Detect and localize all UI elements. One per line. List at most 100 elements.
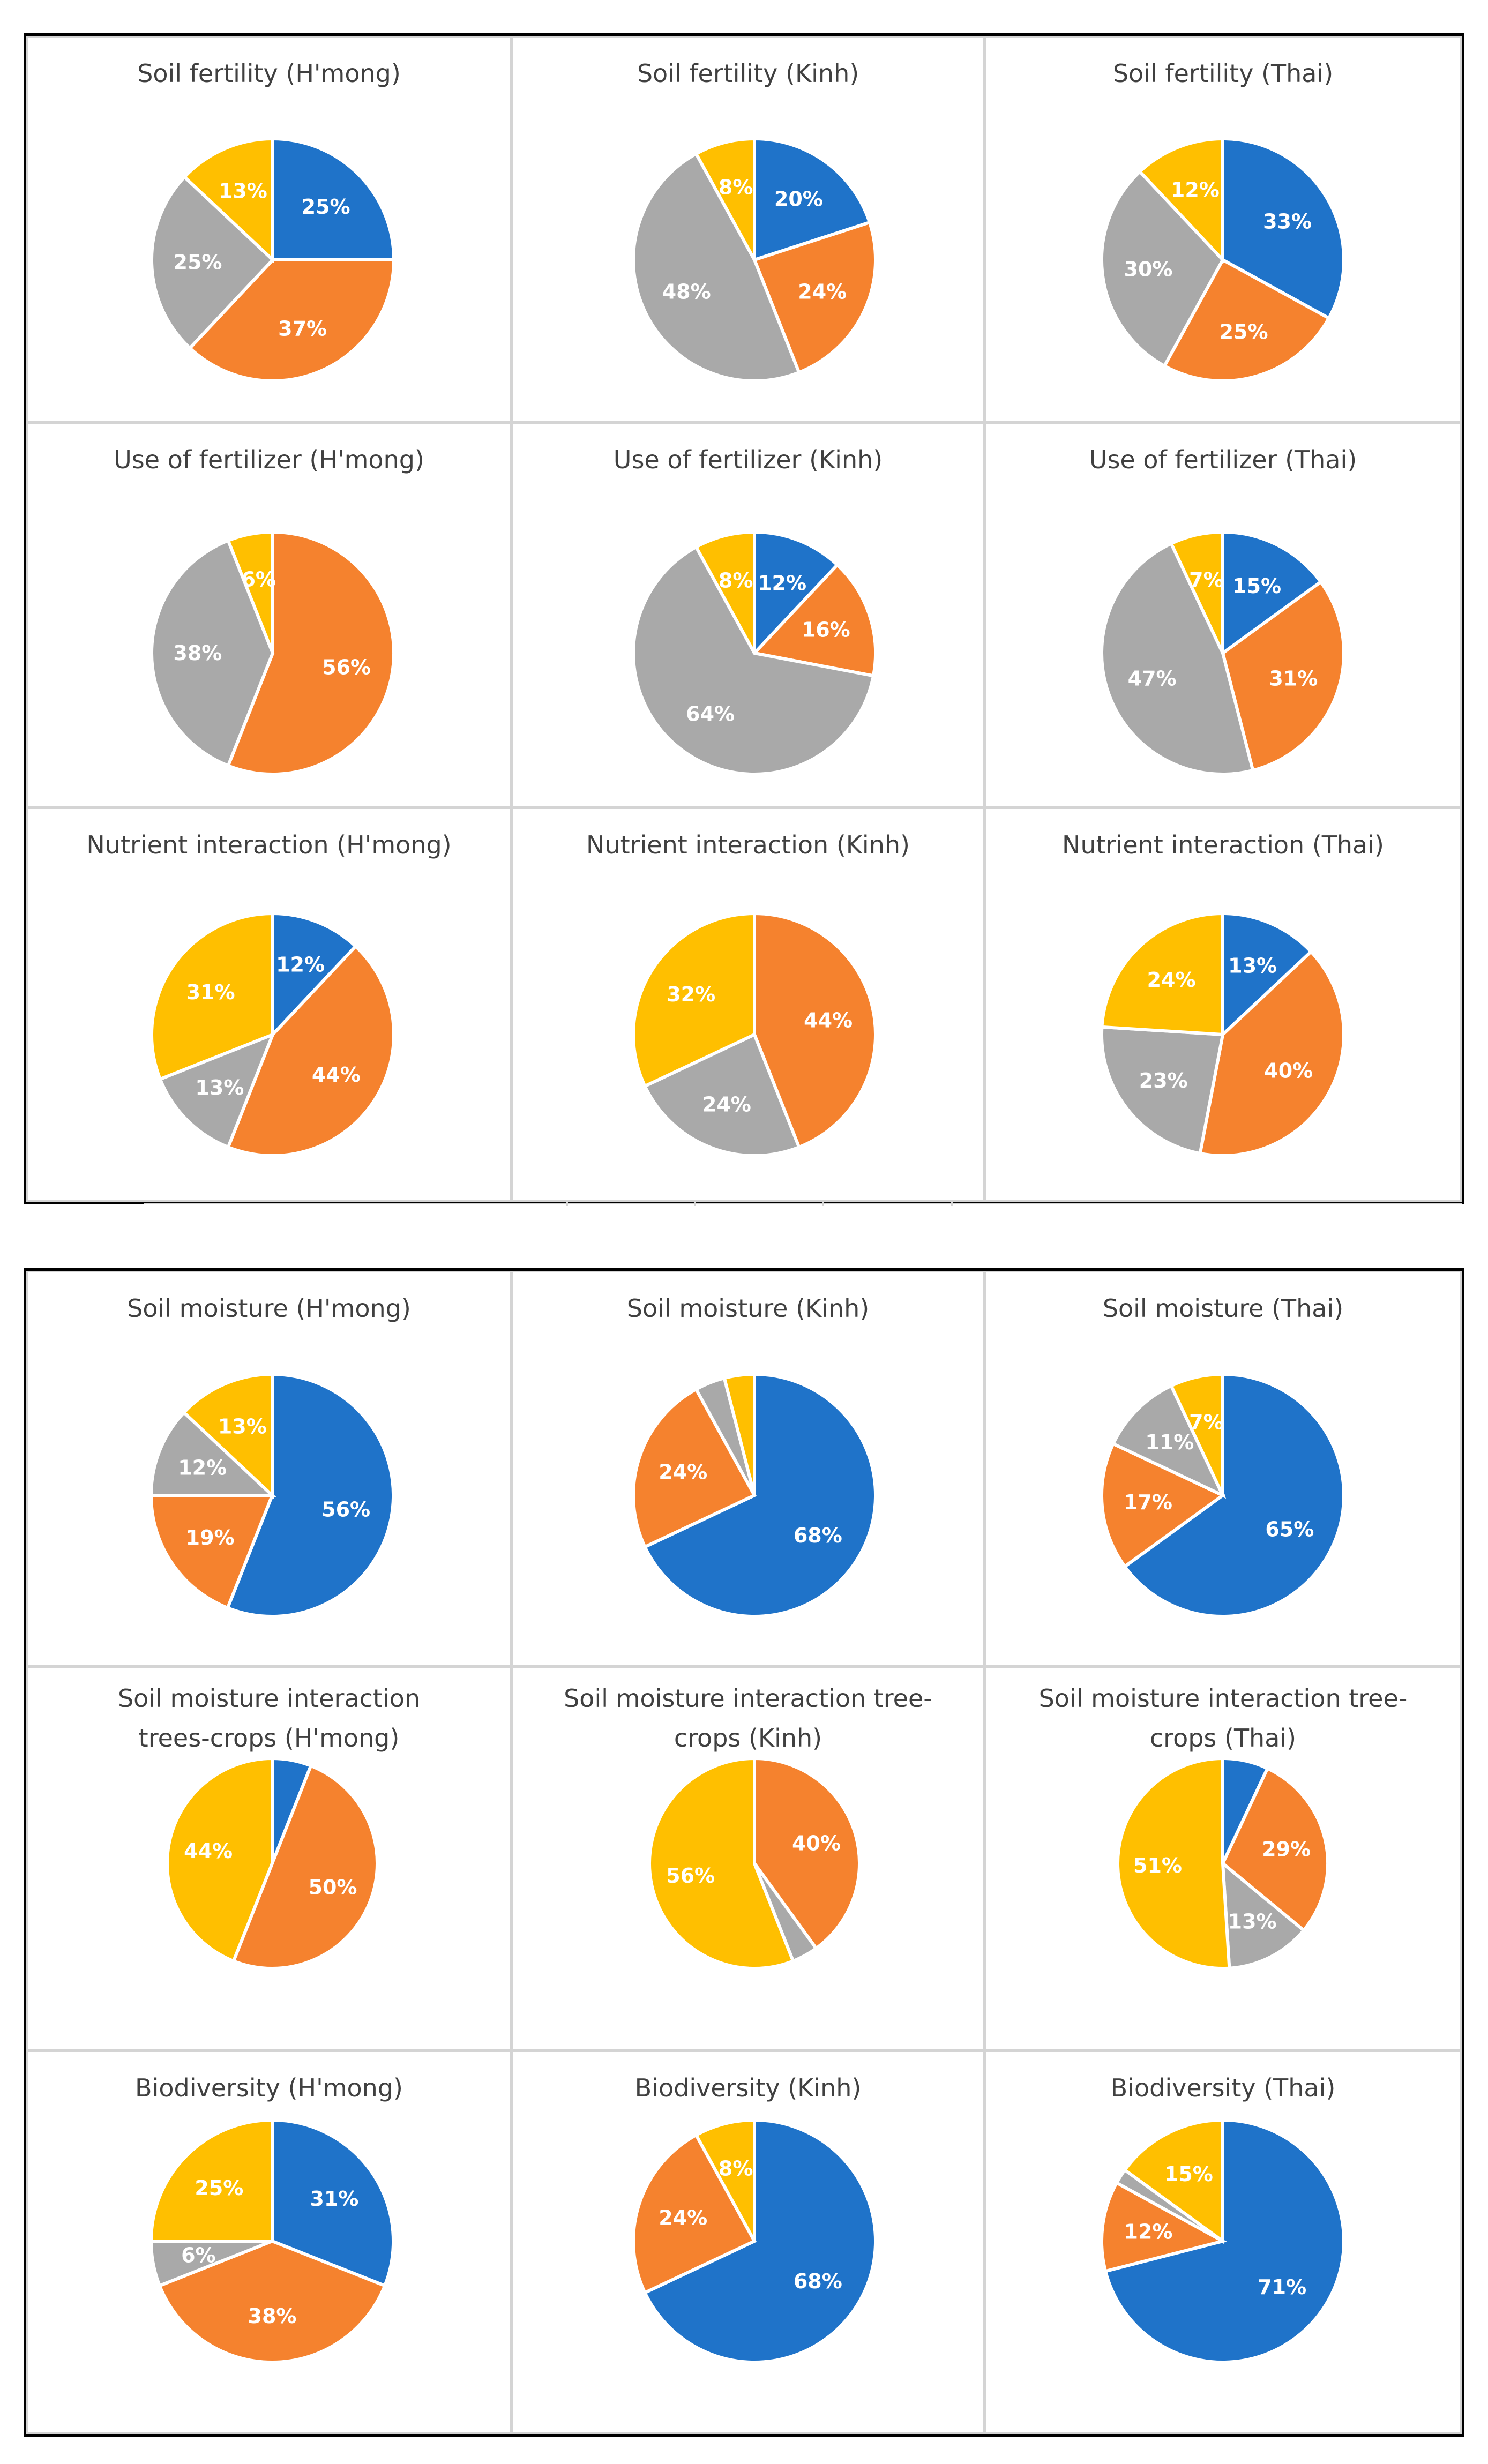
pie-slice-gray xyxy=(1100,169,1225,369)
chart-title: Soil moisture (Kinh) xyxy=(626,1294,870,1323)
pie-data-label: 44% xyxy=(804,1009,853,1032)
pie-slice-gray xyxy=(150,538,275,768)
pie-data-label: 29% xyxy=(1262,1837,1311,1861)
pie-biodiversity-thai: 71% 12% 15% xyxy=(1100,2118,1345,2364)
pie-slice-blue xyxy=(271,137,396,261)
chart-title-line: Soil moisture interaction xyxy=(117,1684,421,1713)
chart-title-line: trees-crops (H'mong) xyxy=(138,1724,400,1752)
pie-data-label: 6% xyxy=(181,2243,216,2267)
chart-title: Soil moisture (H'mong) xyxy=(127,1294,411,1323)
chart-title: Biodiversity (H'mong) xyxy=(135,2073,403,2102)
pie-soil-moisture-interaction-trees-crops-h-mong: 50% 44% xyxy=(166,1756,379,1970)
pie-data-label: 38% xyxy=(248,2304,297,2328)
pie-slice-yellow xyxy=(632,911,756,1089)
chart-title: Soil moisture (Thai) xyxy=(1102,1294,1344,1323)
pie-slice-yellow xyxy=(648,1756,796,1970)
pie-slice-yellow xyxy=(1169,530,1224,654)
pie-slice-gray xyxy=(642,1032,802,1158)
pie-slice-orange xyxy=(632,2132,757,2295)
pie-slice-blue xyxy=(753,530,840,657)
pie-slice-gray xyxy=(158,1031,276,1150)
pie-data-label: 65% xyxy=(1265,1518,1314,1541)
chart-title-line: crops (Kinh) xyxy=(674,1724,822,1752)
pie-soil-fertility-kinh: 20% 24% 48% 8% xyxy=(632,137,877,383)
chart-title: Soil moisture interaction tree-crops (Ki… xyxy=(513,1679,983,1758)
pie-slice-blue xyxy=(1221,530,1324,656)
pie-data-label: 64% xyxy=(686,702,735,725)
pie-slice-blue xyxy=(642,2118,877,2364)
chart-title-line: crops (Thai) xyxy=(1149,1724,1297,1752)
pie-soil-moisture-interaction-tree-crops-thai: 29% 13% 51% xyxy=(1116,1756,1329,1970)
pie-use-of-fertilizer-h-mong: 56% 38% 6% xyxy=(150,530,395,776)
pie-data-label: 32% xyxy=(667,983,715,1006)
pie-data-label: 20% xyxy=(774,188,823,211)
pie-slice-gray xyxy=(1111,1383,1227,1499)
pie-data-label: 7% xyxy=(1189,568,1224,591)
pie-slice-orange xyxy=(751,563,877,678)
pie-data-label: 8% xyxy=(719,175,753,199)
pie-slice-orange xyxy=(1221,1766,1329,1933)
pie-slice-orange xyxy=(632,1387,757,1549)
pie-slice-orange xyxy=(1198,949,1345,1157)
chart-title: Nutrient interaction (Thai) xyxy=(1062,830,1384,859)
pie-slice-yellow xyxy=(226,530,274,654)
pie-slice-orange xyxy=(1162,257,1332,383)
pie-slice-orange xyxy=(753,1756,862,1951)
pie-slice-gray xyxy=(1221,1860,1306,1970)
pie-slice-gray xyxy=(1100,1025,1225,1156)
chart-title-line: Soil moisture interaction tree- xyxy=(1038,1684,1408,1713)
pie-data-label: 31% xyxy=(186,980,235,1004)
chart-title: Soil moisture interaction trees-crops (H'… xyxy=(28,1679,510,1758)
pie-slice-gray xyxy=(150,175,275,350)
pie-data-label: 12% xyxy=(1124,2220,1173,2243)
pie-biodiversity-kinh: 68% 24% 8% xyxy=(632,2118,877,2364)
pie-data-label: 25% xyxy=(173,250,222,274)
pie-data-label: 13% xyxy=(218,1414,267,1438)
pie-data-label: 44% xyxy=(184,1839,233,1863)
pie-slice-orange xyxy=(1100,2181,1228,2273)
pie-data-label: 44% xyxy=(312,1063,361,1087)
pie-slice-blue xyxy=(271,911,358,1039)
spreadsheet-gridline xyxy=(822,1202,824,1206)
top-chart-panel: Soil fertility (H'mong) Soil fertility (K… xyxy=(24,33,1464,1206)
pie-data-label: 13% xyxy=(195,1076,244,1099)
pie-data-label: 68% xyxy=(794,2270,842,2293)
pie-data-label: 6% xyxy=(241,567,276,591)
pie-slice-yellow xyxy=(1122,2118,1224,2244)
pie-data-label: 56% xyxy=(322,655,371,679)
pie-data-label: 13% xyxy=(1228,1909,1277,1933)
pie-use-of-fertilizer-thai: 15% 31% 47% 7% xyxy=(1100,530,1345,776)
pie-slice-orange xyxy=(1221,579,1345,773)
pie-slice-yellow xyxy=(1138,137,1224,264)
pie-data-label: 25% xyxy=(302,195,350,219)
pie-charts-svg: 56% 19% 12% 13% 68% 24% 65% 17% 11%7% 50% 44% 40% 56… xyxy=(149,1372,1345,2364)
pie-nutrient-interaction-h-mong: 12% 44% 13% 31% xyxy=(150,911,395,1157)
pie-data-label: 13% xyxy=(1228,954,1277,977)
pie-data-label: 33% xyxy=(1263,210,1312,234)
pie-data-label: 8% xyxy=(719,568,753,592)
pie-data-label: 12% xyxy=(178,1456,227,1479)
pie-data-label: 56% xyxy=(321,1497,370,1521)
pie-data-label: 50% xyxy=(309,1876,357,1899)
chart-title: Use of fertilizer (Thai) xyxy=(1089,445,1357,474)
pie-slice-yellow xyxy=(694,2118,756,2242)
pie-data-label: 38% xyxy=(173,641,222,665)
pie-slice-yellow xyxy=(1116,1756,1231,1970)
pie-soil-fertility-thai: 33% 25% 30% 12% xyxy=(1100,137,1345,383)
pie-slice-blue xyxy=(271,2118,395,2288)
pie-data-label: 68% xyxy=(794,1524,842,1547)
pie-slice-gray xyxy=(149,1410,276,1497)
pie-data-label: 17% xyxy=(1124,1491,1172,1514)
spreadsheet-gridline xyxy=(951,1202,953,1206)
chart-title-line: Soil moisture interaction tree- xyxy=(564,1684,932,1713)
pie-slice-gray xyxy=(1100,541,1255,776)
pie-slice-yellow xyxy=(722,1372,756,1496)
pie-data-label: 30% xyxy=(1124,258,1173,281)
pie-slice-blue xyxy=(1122,1372,1345,1618)
pie-data-label: 23% xyxy=(1139,1069,1188,1092)
pie-soil-moisture-interaction-tree-crops-kinh: 40% 56% xyxy=(648,1756,862,1970)
pie-slice-gray xyxy=(632,544,876,776)
pie-data-label: 24% xyxy=(702,1092,751,1116)
pie-slice-yellow xyxy=(694,137,756,261)
pie-slice-blue xyxy=(1221,137,1345,320)
